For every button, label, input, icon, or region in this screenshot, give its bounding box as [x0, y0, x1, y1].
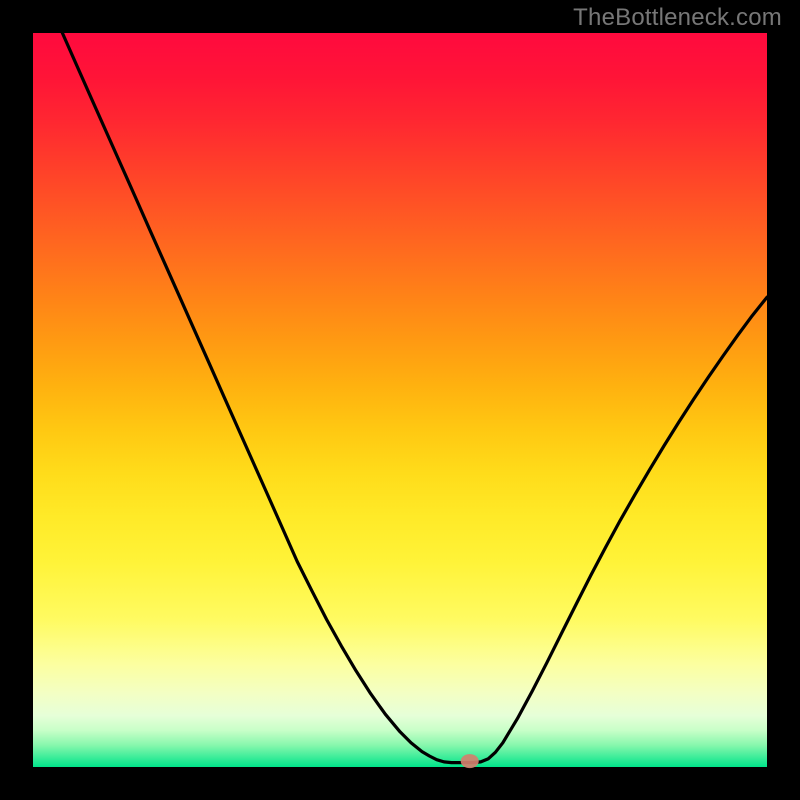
optimal-point-marker [461, 754, 479, 768]
bottleneck-chart [0, 0, 800, 800]
watermark-label: TheBottleneck.com [573, 4, 782, 32]
chart-container: TheBottleneck.com [0, 0, 800, 800]
chart-plot-area [33, 33, 767, 767]
